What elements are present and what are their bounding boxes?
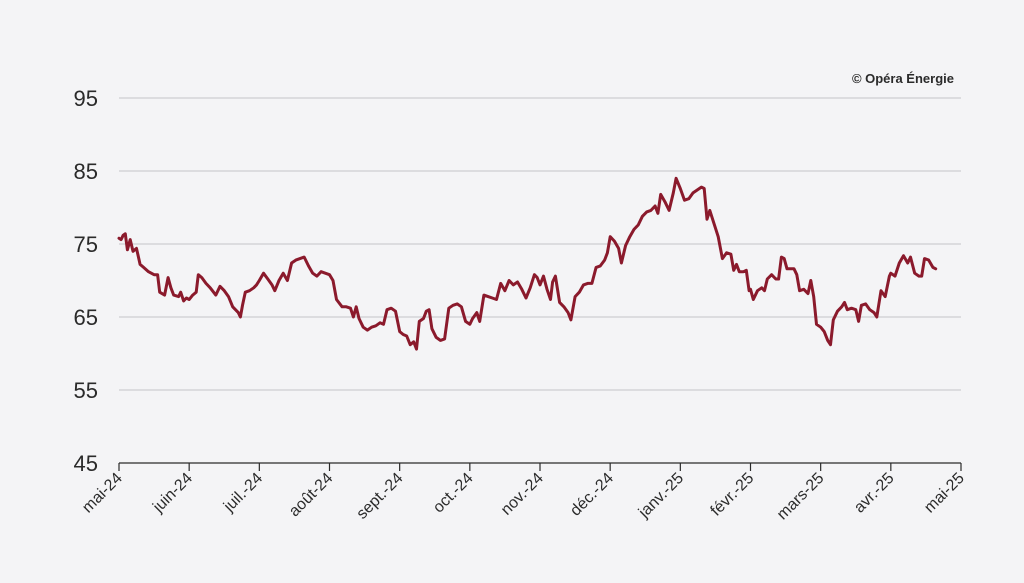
x-tick-label: mai-25 <box>921 470 968 517</box>
copyright-label: © Opéra Énergie <box>851 71 954 86</box>
x-tick-label: sept.-24 <box>354 470 407 523</box>
y-tick-label: 95 <box>74 86 98 111</box>
y-tick-label: 45 <box>74 451 98 476</box>
x-tick-label: mars-25 <box>774 470 828 524</box>
series-line <box>117 176 938 351</box>
x-tick-label: oct.-24 <box>430 470 477 517</box>
x-tick-label: févr.-25 <box>708 470 758 520</box>
x-tick-label: août-24 <box>286 470 336 520</box>
x-tick-label: janv.-25 <box>635 470 687 522</box>
x-tick-label: avr.-25 <box>851 470 898 517</box>
x-tick-label: juin-24 <box>149 470 196 517</box>
y-tick-label: 55 <box>74 378 98 403</box>
x-tick-label: déc.-24 <box>567 470 617 520</box>
x-tick-label: mai-24 <box>79 470 126 517</box>
x-tick-label: nov.-24 <box>498 470 547 519</box>
y-tick-label: 75 <box>74 232 98 257</box>
x-tick-label: juil.-24 <box>220 470 266 516</box>
y-tick-label: 65 <box>74 305 98 330</box>
y-tick-label: 85 <box>74 159 98 184</box>
